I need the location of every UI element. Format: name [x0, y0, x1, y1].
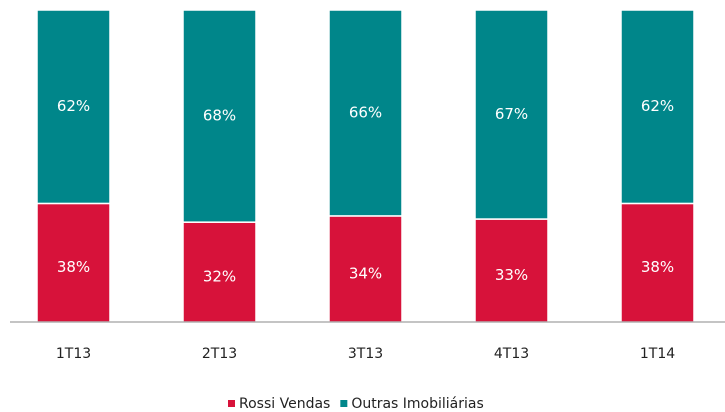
bar-segment — [36, 202, 111, 323]
legend-label: Outras Imobiliárias — [351, 396, 483, 412]
bar-segment — [182, 9, 257, 223]
legend-label: Rossi Vendas — [239, 396, 330, 412]
data-label: 68% — [203, 107, 236, 125]
data-label: 67% — [495, 105, 528, 123]
data-label: 66% — [349, 103, 382, 121]
data-label: 62% — [641, 97, 674, 115]
bar-segment — [328, 9, 403, 217]
x-tick-label: 2T13 — [202, 346, 237, 362]
x-tick-label: 4T13 — [494, 346, 529, 362]
bar-segment — [36, 9, 111, 205]
bar-segment — [620, 9, 695, 205]
x-tick-label: 1T13 — [56, 346, 91, 362]
x-tick-label: 3T13 — [348, 346, 383, 362]
data-label: 34% — [349, 264, 382, 282]
data-label: 33% — [495, 266, 528, 284]
data-label: 62% — [57, 97, 90, 115]
data-label: 32% — [203, 268, 236, 286]
data-label: 38% — [57, 258, 90, 276]
bar-segment — [474, 9, 549, 220]
x-tick-label: 1T14 — [640, 346, 675, 362]
legend-swatch — [228, 400, 235, 407]
legend-swatch — [340, 400, 348, 407]
data-label: 38% — [641, 258, 674, 276]
